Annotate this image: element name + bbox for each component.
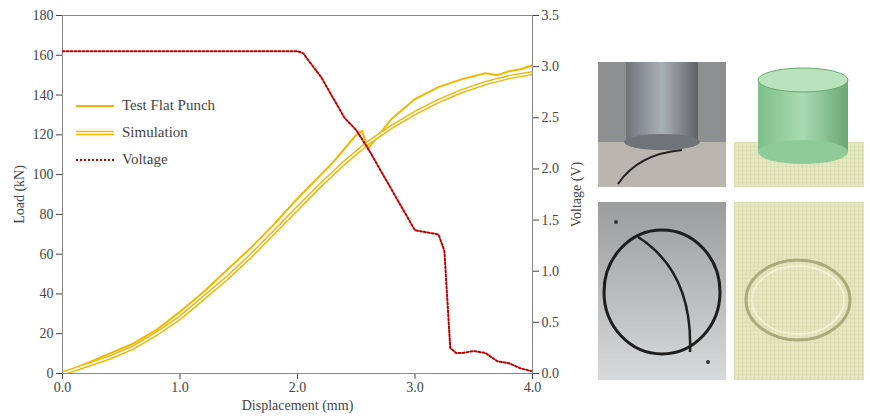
svg-text:0: 0: [47, 366, 54, 381]
svg-text:0.0: 0.0: [54, 380, 72, 395]
svg-text:3.0: 3.0: [542, 59, 560, 74]
html-text:Test Flat Punch: Test Flat Punch: [122, 97, 216, 113]
svg-text:20: 20: [40, 326, 54, 341]
svg-text:0.0: 0.0: [542, 366, 560, 381]
html-text:Simulation: Simulation: [122, 124, 188, 140]
svg-text:1.0: 1.0: [171, 380, 189, 395]
svg-text:180: 180: [33, 8, 54, 23]
svg-text:40: 40: [40, 286, 54, 301]
svg-text:1.5: 1.5: [542, 213, 560, 228]
svg-text:2.5: 2.5: [542, 110, 560, 125]
svg-text:160: 160: [33, 48, 54, 63]
svg-text:4.0: 4.0: [524, 380, 542, 395]
html-text:Voltage: Voltage: [122, 151, 168, 167]
svg-text:120: 120: [33, 127, 54, 142]
svg-text:3.0: 3.0: [406, 380, 424, 395]
svg-text:2.0: 2.0: [289, 380, 307, 395]
svg-text:100: 100: [33, 167, 54, 182]
svg-text:2.0: 2.0: [542, 161, 560, 176]
svg-text:140: 140: [33, 88, 54, 103]
svg-text:Displacement (mm): Displacement (mm): [242, 398, 354, 414]
svg-text:Load (kN): Load (kN): [12, 165, 28, 224]
svg-text:0.5: 0.5: [542, 315, 560, 330]
svg-text:3.5: 3.5: [542, 8, 560, 23]
svg-text:Voltage (V): Voltage (V): [569, 161, 585, 227]
svg-text:80: 80: [40, 207, 54, 222]
svg-text:60: 60: [40, 247, 54, 262]
svg-text:1.0: 1.0: [542, 264, 560, 279]
